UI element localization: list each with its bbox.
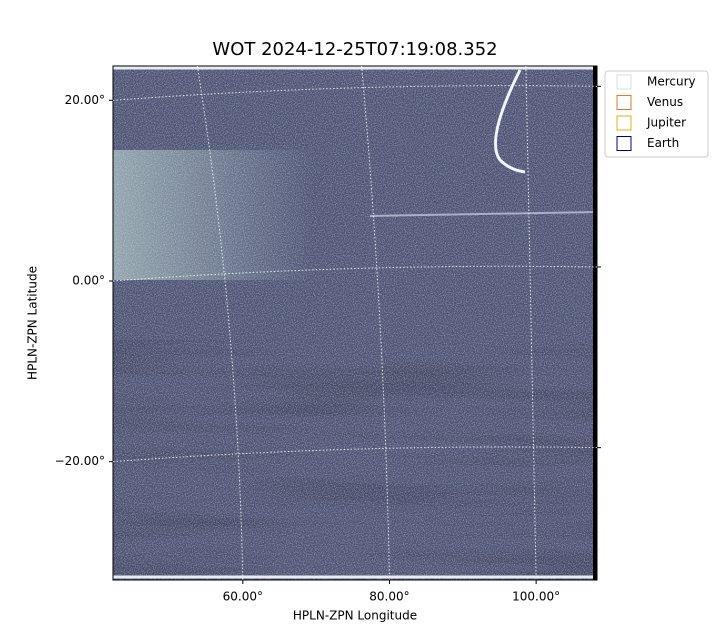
legend-label: Venus bbox=[647, 95, 683, 109]
grid-line bbox=[112, 446, 598, 463]
y-axis-label: HPLN-ZPN Latitude bbox=[26, 266, 40, 380]
grid-line bbox=[112, 265, 598, 282]
x-tick-label: 60.00° bbox=[223, 590, 263, 604]
grid-line bbox=[361, 65, 390, 581]
chart-title: WOT 2024-12-25T07:19:08.352 bbox=[212, 39, 497, 60]
legend bbox=[604, 70, 709, 158]
x-tick-label: 80.00° bbox=[369, 590, 409, 604]
grid-line bbox=[112, 85, 598, 101]
legend-swatch bbox=[616, 95, 632, 110]
legend-label: Jupiter bbox=[646, 116, 686, 130]
image bbox=[113, 66, 597, 580]
legend-label: Mercury bbox=[647, 75, 696, 89]
plot-frame bbox=[112, 65, 598, 581]
y-tick-label: −20.00° bbox=[55, 454, 105, 468]
legend-swatch bbox=[616, 136, 632, 151]
y-tick-label: 20.00° bbox=[65, 93, 105, 107]
y-tick-label: 0.00° bbox=[72, 273, 105, 287]
legend-swatch bbox=[616, 115, 632, 131]
grid-line bbox=[525, 65, 537, 581]
legend-swatch bbox=[616, 74, 632, 90]
x-tick-label: 100.00° bbox=[512, 590, 560, 604]
grid-line bbox=[196, 65, 244, 581]
legend-label: Earth bbox=[647, 136, 679, 150]
x-axis-label: HPLN-ZPN Longitude bbox=[293, 609, 417, 623]
